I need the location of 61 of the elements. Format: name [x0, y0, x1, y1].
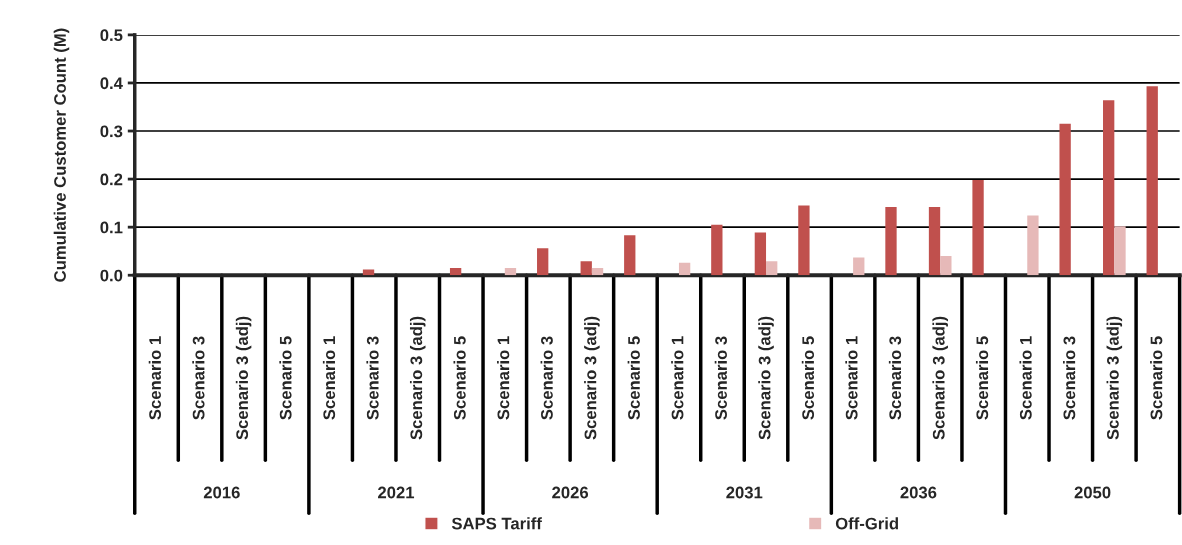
text: 2026 [552, 486, 589, 499]
text: 2050 [1074, 486, 1111, 499]
x-tick-label: Scenario 1 [148, 336, 161, 420]
bar [537, 248, 549, 276]
x-tick-label: Scenario 5 [627, 336, 640, 420]
bar [1146, 86, 1158, 276]
x-tick-label: Scenario 1 [671, 336, 684, 420]
x-tick-label: Scenario 3 [714, 336, 727, 420]
x-tick-label: Scenario 3 (adj) [584, 316, 600, 440]
bar [1103, 100, 1115, 276]
bar [972, 180, 984, 276]
bar [1114, 226, 1126, 276]
y-tick-label: 0.5 [100, 29, 123, 42]
bar [580, 261, 592, 276]
legend-label: SAPS Tariff [451, 517, 542, 530]
x-tick-label: Scenario 3 (adj) [758, 316, 774, 440]
bar [754, 232, 767, 276]
x-tick-label: Scenario 1 [322, 336, 336, 420]
bar [449, 268, 462, 276]
x-tick-label: Scenario 5 [801, 336, 815, 420]
y-tick-label: 0.2 [100, 173, 123, 186]
bar [711, 224, 723, 276]
x-tick-label: Scenario 3 [366, 336, 379, 420]
y-tick-label: 0.1 [100, 221, 123, 234]
x-tick-label: Scenario 5 [975, 336, 989, 420]
text: 2036 [900, 486, 937, 499]
x-tick-label: Scenario 1 [1019, 336, 1032, 420]
x-tick-label: Scenario 3 [192, 336, 205, 420]
x-tick-label: Scenario 1 [845, 336, 858, 420]
bar [798, 205, 810, 276]
text: 2031 [726, 486, 763, 499]
bar [362, 269, 375, 276]
x-tick-label: Scenario 1 [497, 336, 510, 420]
bar [1027, 215, 1039, 276]
bar [766, 261, 778, 276]
y-tick-label: 0.4 [100, 77, 123, 90]
bar [853, 257, 865, 276]
text: 2016 [203, 486, 240, 499]
bar [1059, 123, 1071, 276]
bar [940, 256, 952, 276]
x-tick-label: Scenario 3 (adj) [409, 316, 426, 440]
bar [624, 235, 636, 276]
x-tick-label: Scenario 3 [540, 336, 553, 420]
y-tick-label: 0.0 [100, 269, 123, 282]
bar [678, 262, 691, 276]
legend-label: Off-Grid [835, 517, 898, 530]
text: 2021 [378, 486, 415, 499]
x-tick-label: Scenario 3 (adj) [932, 316, 948, 440]
x-tick-label: Scenario 5 [453, 336, 466, 420]
bar [928, 206, 941, 276]
x-tick-label: Scenario 5 [279, 336, 292, 420]
y-tick-label: 0.3 [100, 125, 123, 138]
bar [885, 206, 897, 276]
bar [591, 268, 604, 276]
x-tick-label: Scenario 3 (adj) [235, 316, 252, 440]
x-tick-label: Scenario 5 [1150, 336, 1163, 420]
y-axis-title: Cumulative Customer Count (M) [53, 28, 70, 282]
x-tick-label: Scenario 3 [1063, 336, 1076, 420]
x-tick-label: Scenario 3 [888, 336, 902, 420]
bar [504, 268, 517, 276]
x-tick-label: Scenario 3 (adj) [1106, 316, 1123, 440]
